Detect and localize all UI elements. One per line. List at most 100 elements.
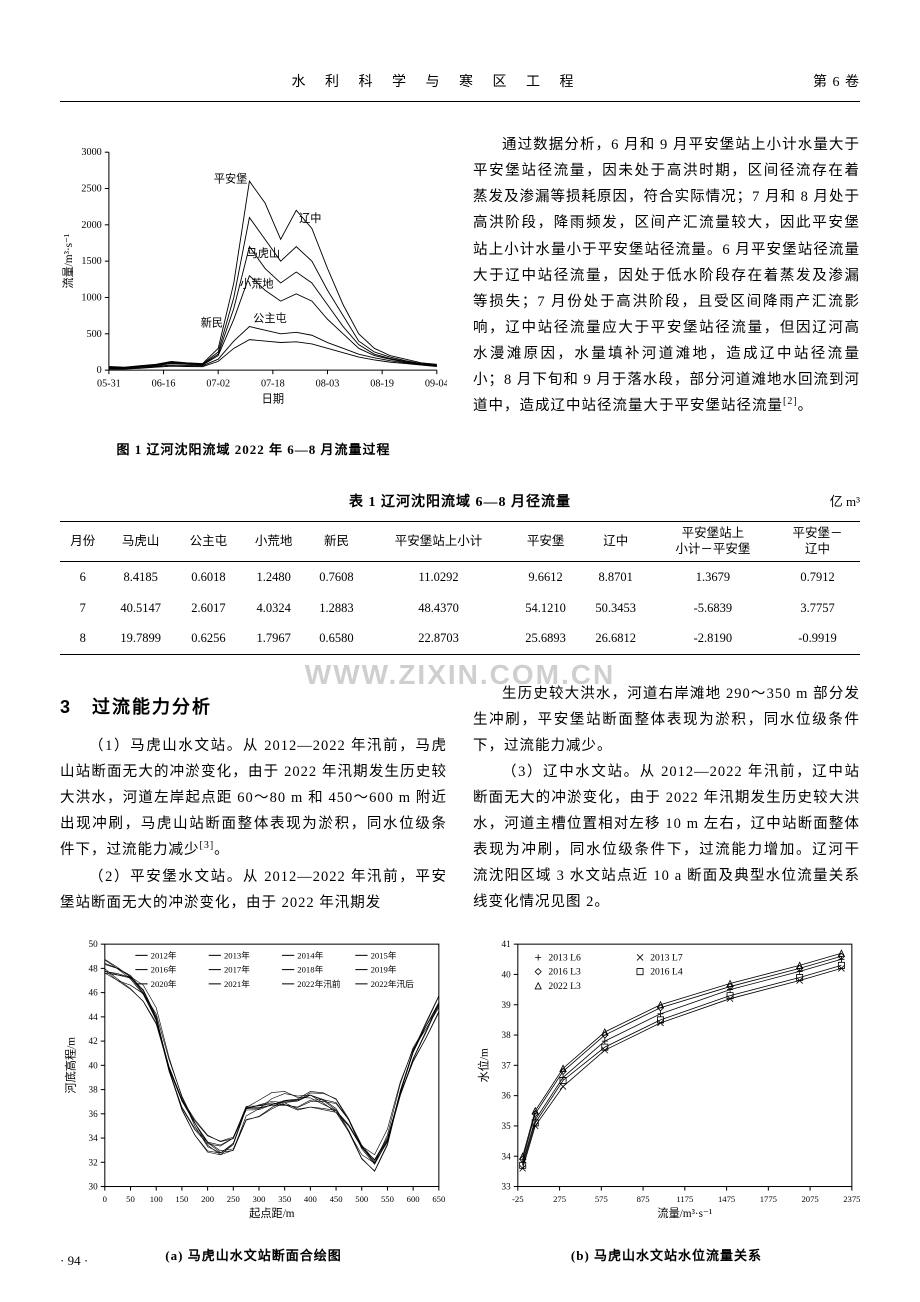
section-3-p1: （1）马虎山水文站。从 2012—2022 年汛前，马虎山站断面无大的冲淤变化，… xyxy=(60,733,447,863)
svg-text:1475: 1475 xyxy=(718,1194,735,1204)
figure-2b-caption: (b) 马虎山水文站水位流量关系 xyxy=(473,1244,860,1267)
svg-text:1775: 1775 xyxy=(760,1194,777,1204)
figure-2-row: 3032343638404244464850050100150200250300… xyxy=(60,936,860,1268)
section-3-title: 3 过流能力分析 xyxy=(60,691,447,723)
page-number: · 94 · xyxy=(60,1249,88,1272)
svg-text:马虎山: 马虎山 xyxy=(247,247,281,260)
ref-2: [2] xyxy=(783,396,798,407)
svg-text:450: 450 xyxy=(330,1194,343,1204)
svg-text:1175: 1175 xyxy=(676,1194,693,1204)
svg-text:3000: 3000 xyxy=(81,147,101,158)
svg-text:400: 400 xyxy=(304,1194,317,1204)
svg-text:08-03: 08-03 xyxy=(316,379,340,390)
svg-text:42: 42 xyxy=(89,1036,99,1046)
svg-text:500: 500 xyxy=(355,1194,368,1204)
table-1-unit: 亿 m³ xyxy=(830,490,860,513)
svg-text:小荒地: 小荒地 xyxy=(240,277,274,290)
svg-text:0: 0 xyxy=(103,1194,107,1204)
svg-text:2022 L3: 2022 L3 xyxy=(548,981,581,992)
section-3-p3: 生历史较大洪水，河道右岸滩地 290～350 m 部分发生冲刷，平安堡站断面整体… xyxy=(473,681,860,759)
volume-label: 第 6 卷 xyxy=(813,70,860,95)
svg-text:35: 35 xyxy=(502,1121,512,1131)
figure-2a-caption: (a) 马虎山水文站断面合绘图 xyxy=(60,1244,447,1267)
svg-text:39: 39 xyxy=(502,1000,512,1010)
section-3-p4: （3）辽中水文站。从 2012—2022 年汛前，辽中站断面无大的冲淤变化，由于… xyxy=(473,759,860,916)
table-1-caption-row: 表 1 辽河沈阳流域 6—8 月径流量 亿 m³ xyxy=(60,490,860,515)
page-header: 水 利 科 学 与 寒 区 工 程 第 6 卷 xyxy=(60,70,860,102)
svg-text:2375: 2375 xyxy=(843,1194,860,1204)
svg-text:36: 36 xyxy=(89,1109,99,1119)
svg-text:2014年: 2014年 xyxy=(297,949,323,960)
svg-text:2012年: 2012年 xyxy=(151,949,177,960)
svg-text:2022年汛前: 2022年汛前 xyxy=(297,978,341,989)
svg-text:2015年: 2015年 xyxy=(371,949,397,960)
svg-text:200: 200 xyxy=(201,1194,214,1204)
svg-text:350: 350 xyxy=(278,1194,291,1204)
figure-1-chart: 0 500 1000 1500 2000 2500 3000 05-31 06-16 07-02 0… xyxy=(60,142,447,426)
svg-text:05-31: 05-31 xyxy=(97,379,121,390)
svg-text:41: 41 xyxy=(502,939,512,949)
svg-text:46: 46 xyxy=(89,987,99,997)
svg-text:650: 650 xyxy=(432,1194,445,1204)
svg-text:0: 0 xyxy=(97,365,102,376)
svg-text:辽中: 辽中 xyxy=(299,212,321,225)
svg-text:河底高程/m: 河底高程/m xyxy=(63,1036,77,1093)
svg-text:2021年: 2021年 xyxy=(224,978,250,989)
p1-text: （1）马虎山水文站。从 2012—2022 年汛前，马虎山站断面无大的冲淤变化，… xyxy=(60,738,447,858)
svg-text:37: 37 xyxy=(502,1060,512,1070)
svg-text:公主屯: 公主屯 xyxy=(253,312,287,325)
top-two-column: 0 500 1000 1500 2000 2500 3000 05-31 06-16 07-02 0… xyxy=(60,132,860,462)
svg-text:2018年: 2018年 xyxy=(297,963,323,974)
svg-text:500: 500 xyxy=(86,329,101,340)
svg-text:水位/m: 水位/m xyxy=(476,1048,490,1082)
ref-3: [3] xyxy=(200,841,215,852)
svg-text:32: 32 xyxy=(89,1157,99,1167)
svg-text:1500: 1500 xyxy=(81,256,101,267)
svg-text:平安堡: 平安堡 xyxy=(214,172,248,186)
svg-text:2075: 2075 xyxy=(801,1194,818,1204)
svg-text:30: 30 xyxy=(89,1181,99,1191)
svg-text:33: 33 xyxy=(502,1181,512,1191)
svg-text:2500: 2500 xyxy=(81,184,101,195)
svg-text:2013年: 2013年 xyxy=(224,949,250,960)
svg-text:34: 34 xyxy=(502,1151,512,1161)
svg-text:2016年: 2016年 xyxy=(151,963,177,974)
svg-text:575: 575 xyxy=(595,1194,608,1204)
table-1-caption: 表 1 辽河沈阳流域 6—8 月径流量 xyxy=(349,490,571,515)
svg-text:07-18: 07-18 xyxy=(261,379,285,390)
svg-text:38: 38 xyxy=(89,1084,99,1094)
svg-text:600: 600 xyxy=(407,1194,420,1204)
svg-text:40: 40 xyxy=(502,969,512,979)
svg-text:日期: 日期 xyxy=(262,393,284,406)
svg-text:06-16: 06-16 xyxy=(152,379,176,390)
svg-text:流量/m³·s⁻¹: 流量/m³·s⁻¹ xyxy=(657,1206,712,1220)
analysis-text: 通过数据分析，6 月和 9 月平安堡站上小计水量大于平安堡站径流量，因未处于高洪… xyxy=(473,137,860,414)
svg-text:2020年: 2020年 xyxy=(151,978,177,989)
svg-text:40: 40 xyxy=(89,1060,99,1070)
svg-text:起点距/m: 起点距/m xyxy=(249,1207,295,1220)
svg-text:2016 L4: 2016 L4 xyxy=(650,966,683,977)
figure-2b-chart: 333435363738394041-252755758751175147517… xyxy=(473,936,860,1231)
svg-text:100: 100 xyxy=(150,1194,163,1204)
section-3-p2: （2）平安堡水文站。从 2012—2022 年汛前，平安堡站断面无大的冲淤变化，… xyxy=(60,864,447,916)
svg-text:48: 48 xyxy=(89,963,99,973)
section-3-two-column: 3 过流能力分析 （1）马虎山水文站。从 2012—2022 年汛前，马虎山站断… xyxy=(60,675,860,916)
figure-2a-chart: 3032343638404244464850050100150200250300… xyxy=(60,936,447,1231)
svg-text:流量/m³·s⁻¹: 流量/m³·s⁻¹ xyxy=(61,234,75,289)
svg-text:07-02: 07-02 xyxy=(206,379,230,390)
svg-text:36: 36 xyxy=(502,1090,512,1100)
svg-text:550: 550 xyxy=(381,1194,394,1204)
svg-text:2000: 2000 xyxy=(81,220,101,231)
svg-text:1000: 1000 xyxy=(81,293,101,304)
svg-text:44: 44 xyxy=(89,1012,99,1022)
svg-text:新民: 新民 xyxy=(201,316,223,330)
svg-text:150: 150 xyxy=(175,1194,188,1204)
svg-text:875: 875 xyxy=(637,1194,650,1204)
svg-text:08-19: 08-19 xyxy=(370,379,394,390)
svg-text:2013 L6: 2013 L6 xyxy=(548,952,581,963)
svg-text:09-04: 09-04 xyxy=(425,379,447,390)
svg-text:2022年汛后: 2022年汛后 xyxy=(371,978,415,989)
svg-text:2013 L7: 2013 L7 xyxy=(650,952,683,963)
svg-text:-25: -25 xyxy=(512,1194,524,1204)
svg-text:300: 300 xyxy=(252,1194,265,1204)
